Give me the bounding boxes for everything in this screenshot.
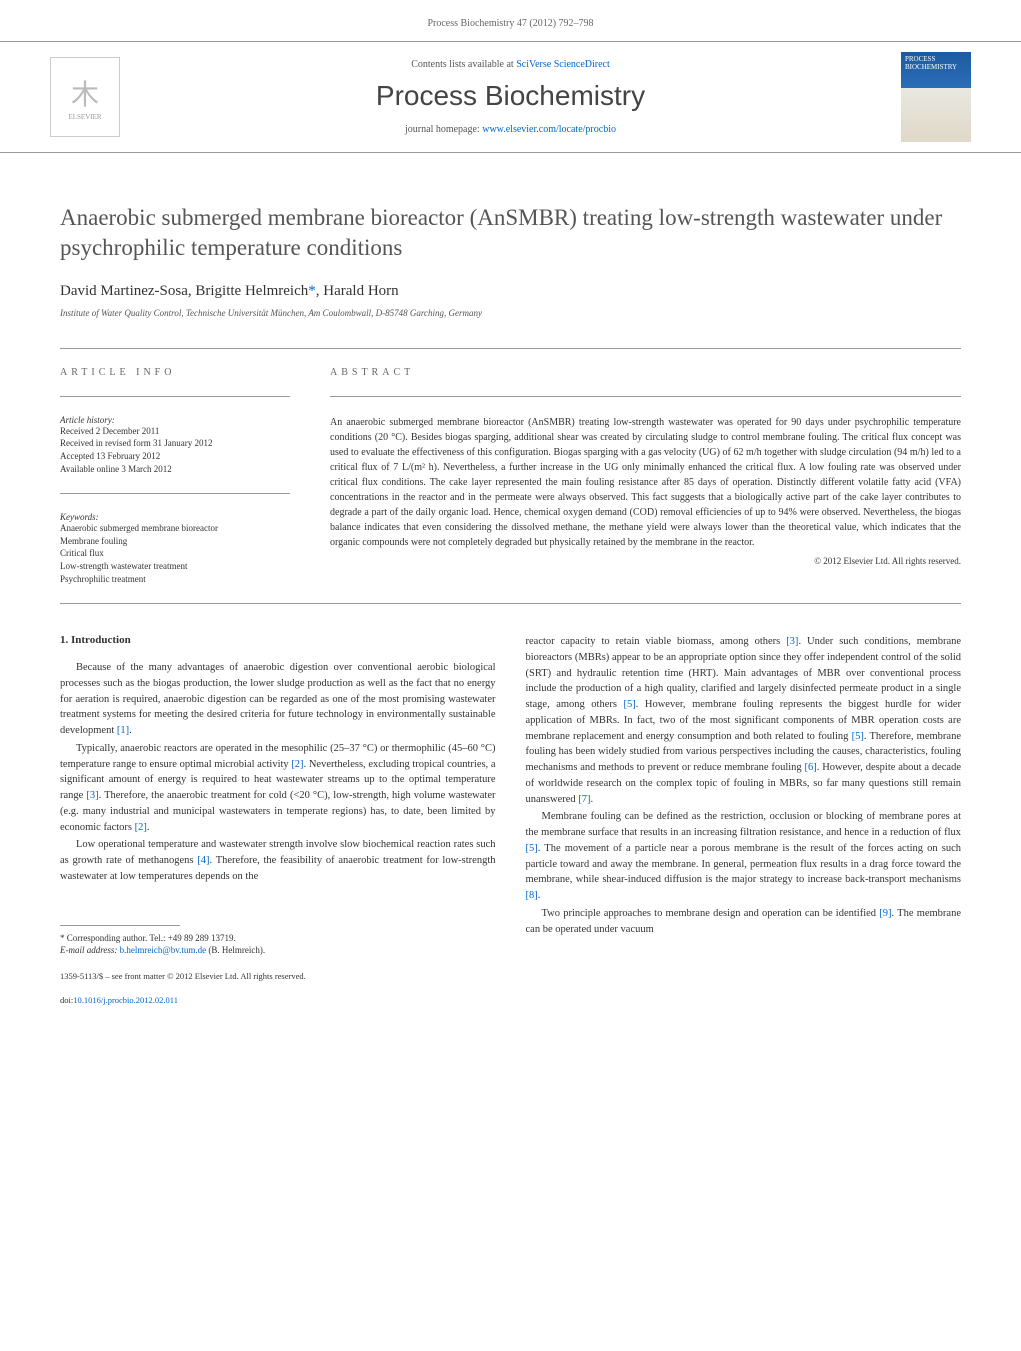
ref-link[interactable]: [3]	[86, 790, 98, 801]
para-l2: Low operational temperature and wastewat…	[60, 837, 496, 884]
journal-center: Contents lists available at SciVerse Sci…	[138, 59, 883, 135]
ref-link[interactable]: [6]	[805, 762, 817, 773]
history-received: Received 2 December 2011	[60, 425, 290, 438]
email-link[interactable]: b.helmreich@bv.tum.de	[120, 945, 206, 955]
history-label: Article history:	[60, 415, 290, 425]
ref-link[interactable]: [5]	[623, 699, 635, 710]
article-body: Anaerobic submerged membrane bioreactor …	[0, 153, 1021, 1045]
email-suffix: (B. Helmreich).	[206, 945, 265, 955]
para-l0: Because of the many advantages of anaero…	[60, 660, 496, 739]
article-title: Anaerobic submerged membrane bioreactor …	[60, 203, 961, 263]
history-online: Available online 3 March 2012	[60, 463, 290, 476]
running-head: Process Biochemistry 47 (2012) 792–798	[0, 0, 1021, 41]
main-columns: 1. Introduction Because of the many adva…	[60, 634, 961, 1005]
homepage-link[interactable]: www.elsevier.com/locate/procbio	[482, 124, 616, 135]
history-revised: Received in revised form 31 January 2012	[60, 437, 290, 450]
doi-prefix: doi:	[60, 995, 73, 1005]
ref-link[interactable]: [4]	[197, 855, 209, 866]
doi-link[interactable]: 10.1016/j.procbio.2012.02.011	[73, 995, 178, 1005]
ref-link[interactable]: [7]	[578, 794, 590, 805]
keyword-1: Membrane fouling	[60, 535, 290, 548]
email-footnote: E-mail address: b.helmreich@bv.tum.de (B…	[60, 944, 496, 957]
corresponding-footnote: * Corresponding author. Tel.: +49 89 289…	[60, 932, 496, 945]
column-left: 1. Introduction Because of the many adva…	[60, 634, 496, 1005]
article-info: ARTICLE INFO Article history: Received 2…	[60, 367, 290, 585]
contents-line: Contents lists available at SciVerse Sci…	[138, 59, 883, 70]
email-label: E-mail address:	[60, 945, 120, 955]
ref-link[interactable]: [2]	[135, 822, 147, 833]
ref-link[interactable]: [8]	[526, 890, 538, 901]
ref-link[interactable]: [1]	[117, 725, 129, 736]
copyright: © 2012 Elsevier Ltd. All rights reserved…	[330, 556, 961, 566]
history-accepted: Accepted 13 February 2012	[60, 450, 290, 463]
affiliation: Institute of Water Quality Control, Tech…	[60, 308, 961, 318]
homepage-line: journal homepage: www.elsevier.com/locat…	[138, 124, 883, 135]
keyword-4: Psychrophilic treatment	[60, 573, 290, 586]
authors-prefix: David Martinez-Sosa, Brigitte Helmreich	[60, 283, 308, 299]
authors-suffix: , Harald Horn	[316, 283, 399, 299]
authors: David Martinez-Sosa, Brigitte Helmreich*…	[60, 283, 961, 300]
journal-bar: ⽊ ELSEVIER Contents lists available at S…	[0, 41, 1021, 153]
keywords-label: Keywords:	[60, 512, 290, 522]
keyword-3: Low-strength wastewater treatment	[60, 560, 290, 573]
para-r2: Two principle approaches to membrane des…	[526, 906, 962, 938]
doi-line: doi:10.1016/j.procbio.2012.02.011	[60, 995, 496, 1005]
footnote-rule	[60, 925, 180, 926]
rule-top	[60, 348, 961, 349]
article-info-label: ARTICLE INFO	[60, 367, 290, 378]
info-rule-2	[60, 493, 290, 494]
ref-link[interactable]: [5]	[852, 731, 864, 742]
abstract-label: ABSTRACT	[330, 367, 961, 378]
ref-link[interactable]: [5]	[526, 843, 538, 854]
elsevier-tree-icon: ⽊	[71, 73, 99, 113]
issn-line: 1359-5113/$ – see front matter © 2012 El…	[60, 971, 496, 981]
rule-bottom	[60, 603, 961, 604]
contents-prefix: Contents lists available at	[411, 59, 516, 70]
corresponding-mark[interactable]: *	[308, 283, 316, 299]
journal-title: Process Biochemistry	[138, 80, 883, 112]
ref-link[interactable]: [2]	[291, 759, 303, 770]
intro-heading: 1. Introduction	[60, 634, 496, 646]
publisher-name: ELSEVIER	[68, 113, 101, 121]
keyword-2: Critical flux	[60, 547, 290, 560]
para-r1: Membrane fouling can be defined as the r…	[526, 809, 962, 904]
ref-link[interactable]: [3]	[786, 636, 798, 647]
column-right: reactor capacity to retain viable biomas…	[526, 634, 962, 1005]
homepage-prefix: journal homepage:	[405, 124, 482, 135]
abstract-text: An anaerobic submerged membrane bioreact…	[330, 415, 961, 550]
para-r0: reactor capacity to retain viable biomas…	[526, 634, 962, 807]
keyword-0: Anaerobic submerged membrane bioreactor	[60, 522, 290, 535]
sciencedirect-link[interactable]: SciVerse ScienceDirect	[516, 59, 610, 70]
publisher-logo: ⽊ ELSEVIER	[50, 57, 120, 137]
info-rule-1	[60, 396, 290, 397]
info-row: ARTICLE INFO Article history: Received 2…	[60, 367, 961, 585]
ref-link[interactable]: [9]	[879, 908, 891, 919]
abstract-rule	[330, 396, 961, 397]
cover-title: PROCESS BIOCHEMISTRY	[905, 56, 967, 71]
journal-cover-thumb: PROCESS BIOCHEMISTRY	[901, 52, 971, 142]
para-l1: Typically, anaerobic reactors are operat…	[60, 741, 496, 836]
abstract-block: ABSTRACT An anaerobic submerged membrane…	[330, 367, 961, 585]
